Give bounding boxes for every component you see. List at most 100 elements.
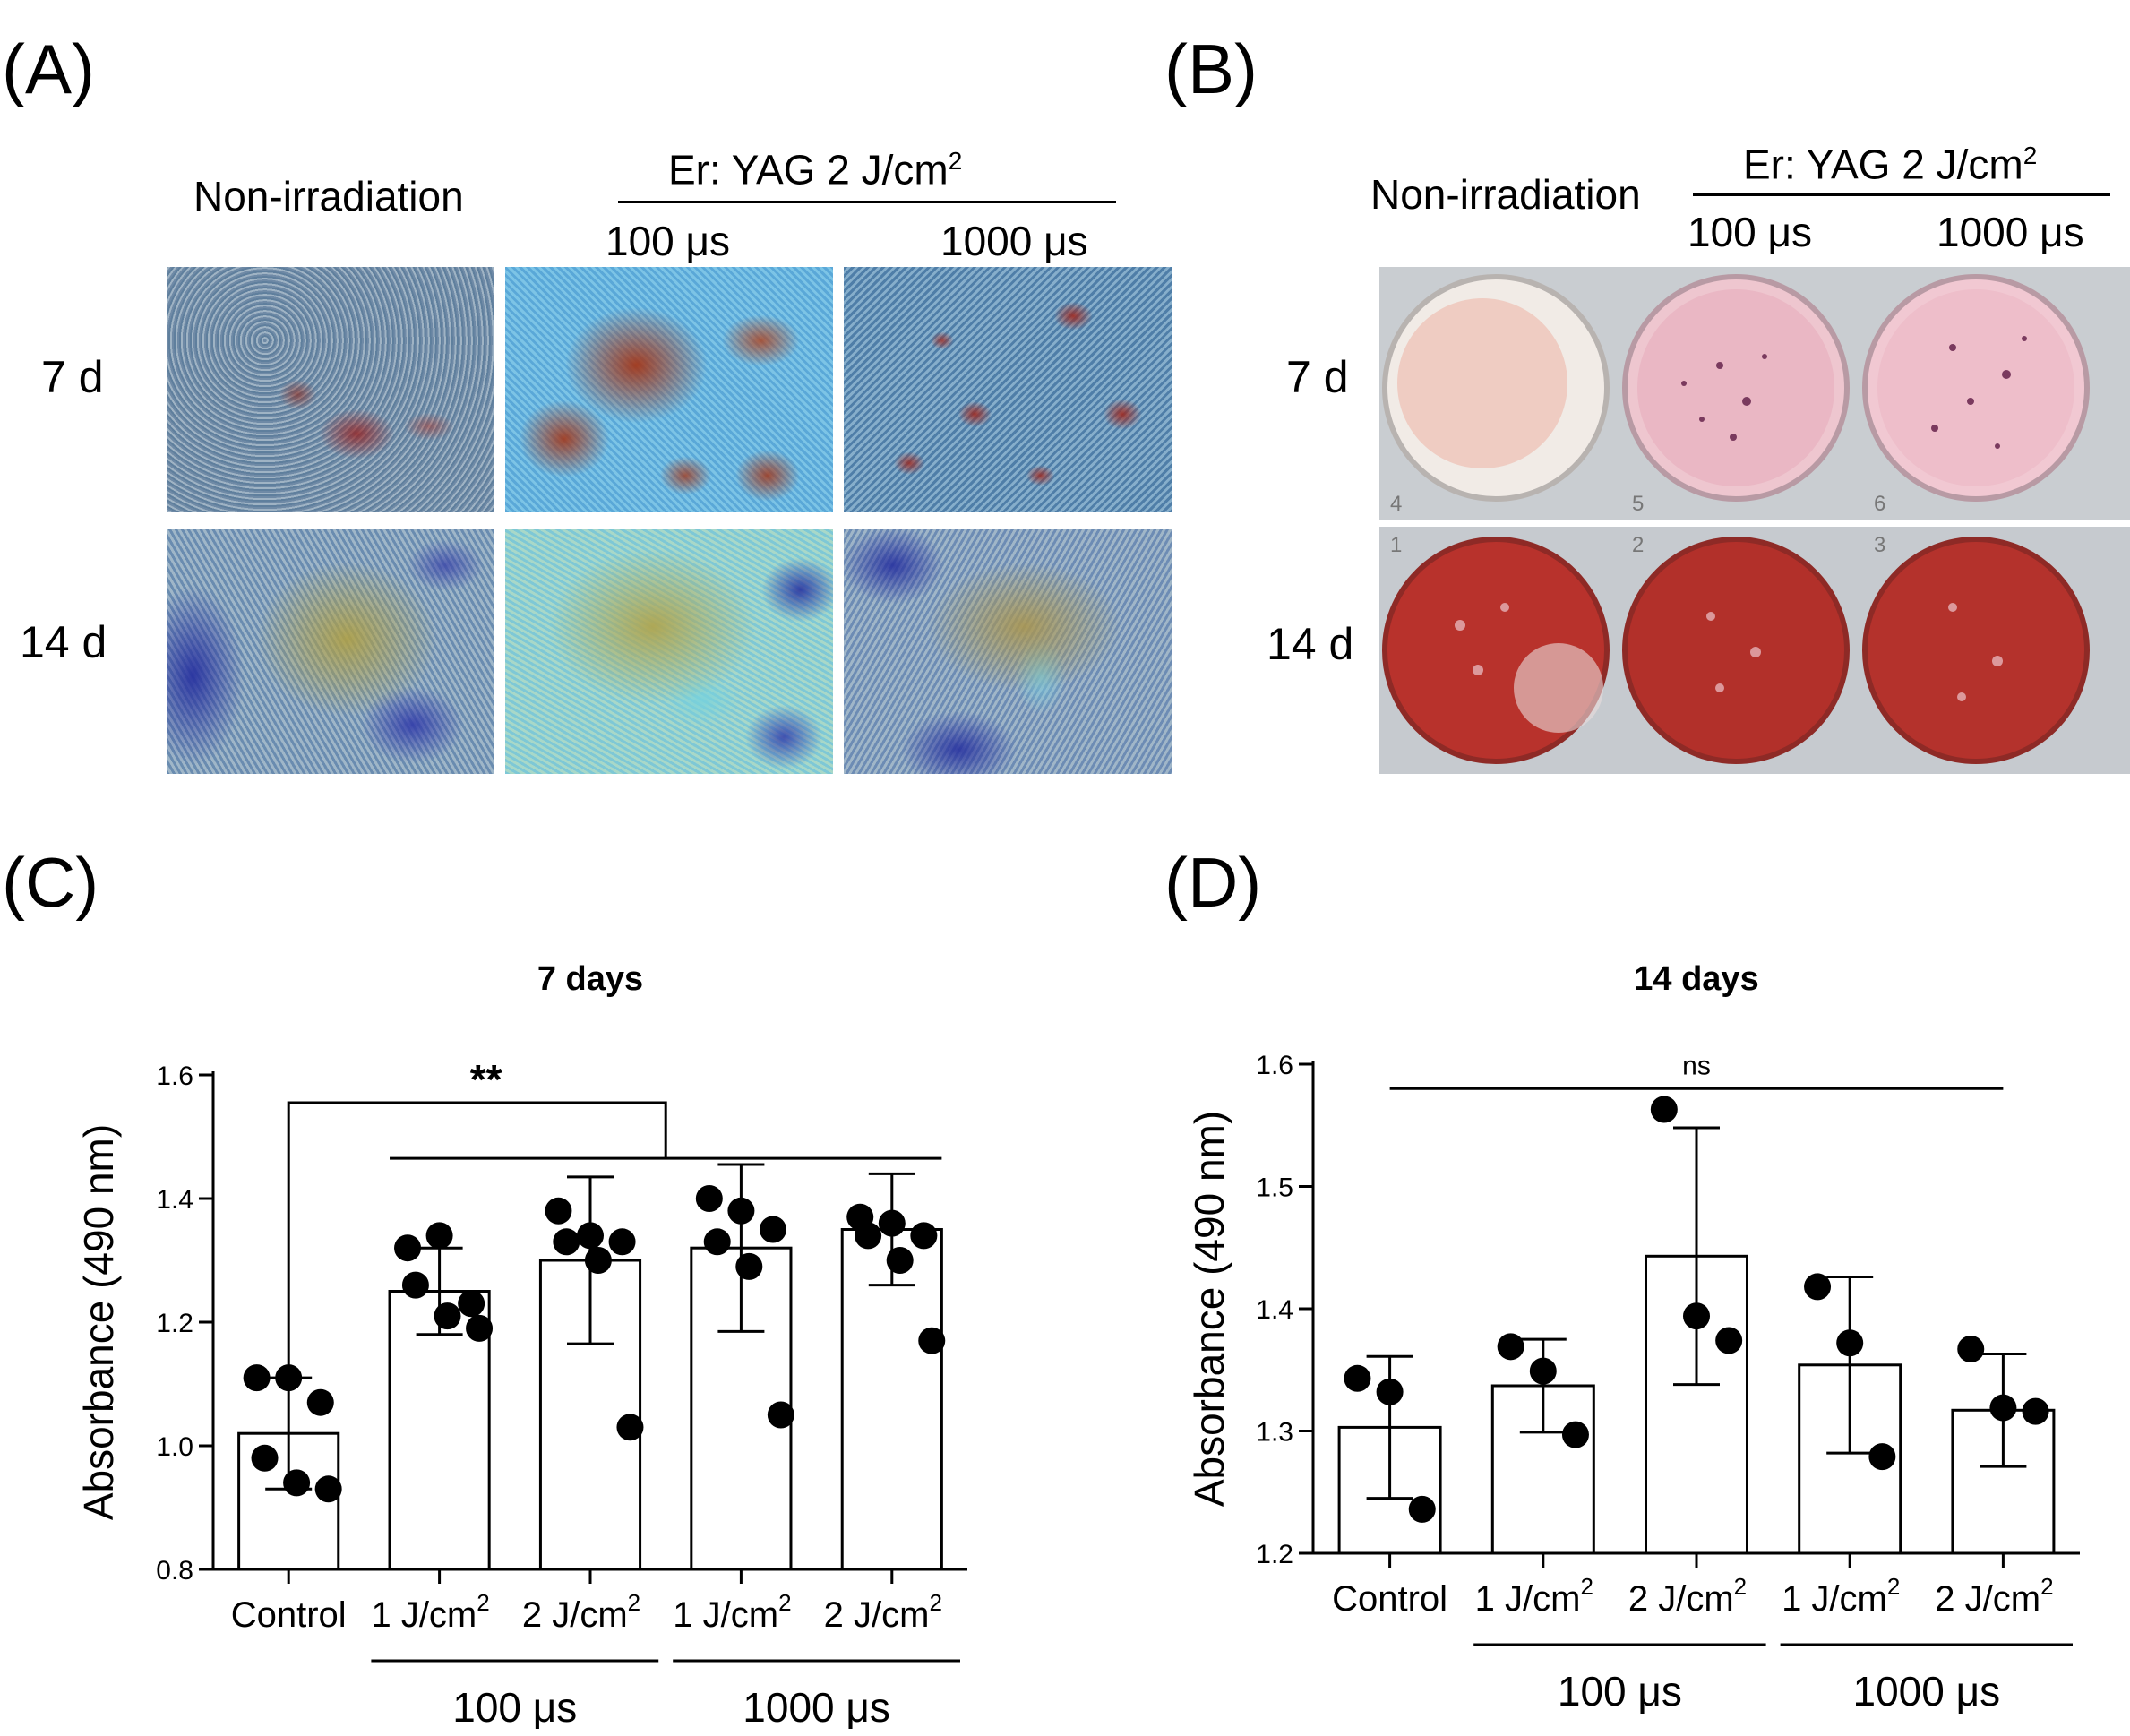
x-tick-label-text: 1 J/cm [371, 1595, 477, 1635]
panel-c-label: (C) [2, 843, 99, 922]
data-point [767, 1401, 794, 1429]
x-tick-label-sup: 2 [1580, 1573, 1593, 1600]
well-number: 2 [1632, 533, 1644, 557]
data-point [1868, 1443, 1896, 1471]
well-number: 3 [1874, 533, 1885, 557]
data-point [1376, 1378, 1404, 1405]
well-number: 5 [1632, 492, 1644, 516]
data-point [616, 1414, 644, 1441]
chart-title: 14 days [1634, 960, 1758, 998]
data-point [1989, 1394, 2017, 1422]
panel-b-col-header-non-irradiation: Non-irradiation [1370, 171, 1641, 218]
data-point [243, 1364, 271, 1392]
data-point [855, 1222, 882, 1250]
x-tick-label-sup: 2 [2040, 1573, 2053, 1600]
data-point [878, 1209, 906, 1237]
chart-14-days: 14 days Absorbance (490 nm) 1.2 1.3 1.4 1.5 1.… [1186, 960, 2080, 1715]
y-tick-label: 1.2 [1256, 1540, 1293, 1569]
data-point [1957, 1336, 1985, 1363]
well-number: 1 [1390, 533, 1402, 557]
group-label: 1000 μs [743, 1684, 890, 1729]
data-point [1408, 1495, 1436, 1523]
y-tick-label: 0.8 [156, 1556, 193, 1586]
x-tick-label-sup: 2 [929, 1589, 941, 1616]
panel-d-label: (D) [1164, 843, 1262, 922]
y-tick-label: 1.6 [156, 1061, 193, 1091]
x-tick-label-sup: 2 [1887, 1573, 1900, 1600]
x-tick-label-text: 1 J/cm [1475, 1579, 1581, 1619]
x-tick-label: 2 J/cm2 [1935, 1573, 2053, 1619]
group-label: 1000 μs [1852, 1668, 2000, 1715]
x-tick-label-text: 2 J/cm [1935, 1579, 2040, 1619]
data-point [251, 1444, 279, 1472]
x-tick-label: 1 J/cm2 [1782, 1573, 1900, 1619]
data-point [727, 1197, 755, 1225]
x-tick-label-sup: 2 [1734, 1573, 1747, 1600]
y-tick-label: 1.6 [1256, 1051, 1293, 1080]
data-point [545, 1197, 572, 1225]
data-point [1804, 1273, 1832, 1301]
panel-b-row-7d: 7 d [1286, 352, 1349, 402]
panel-b-subcol-1000us: 1000 μs [1937, 209, 2084, 255]
x-tick-label: 1 J/cm2 [673, 1589, 791, 1635]
x-tick-label: 1 J/cm2 [1475, 1573, 1593, 1619]
micrograph-14d-100us [505, 529, 833, 774]
micrograph-7d-100us [505, 267, 833, 512]
data-point [695, 1185, 723, 1212]
well-14d-1000us [1862, 537, 2090, 764]
data-point [425, 1222, 453, 1250]
data-point [1561, 1421, 1589, 1448]
data-point [1683, 1302, 1710, 1330]
significance-marker: ** [470, 1056, 502, 1103]
significance-marker: ns [1682, 1051, 1711, 1080]
data-point [306, 1388, 334, 1416]
data-point [608, 1228, 636, 1256]
y-tick-label: 1.4 [156, 1185, 193, 1215]
x-tick-label: 2 J/cm2 [522, 1589, 640, 1635]
significance-bracket [287, 1101, 667, 1379]
x-tick-label-text: 2 J/cm [522, 1595, 628, 1635]
y-tick-label: 1.4 [1256, 1295, 1293, 1325]
data-point [584, 1247, 612, 1274]
data-point [886, 1247, 914, 1274]
data-point [1529, 1357, 1557, 1385]
panel-b-group-header: Er: YAG 2 J/cm2 [1743, 141, 2038, 188]
data-point [394, 1234, 422, 1262]
x-tick-label: Control [231, 1595, 347, 1635]
x-tick-label: Control [1332, 1579, 1447, 1619]
panel-a-col-header-non-irradiation: Non-irradiation [193, 173, 464, 219]
chart-7-days: 7 days Absorbance (490 nm) 0.8 1.0 1.2 1.4 1.6… [75, 960, 967, 1729]
y-tick-label: 1.0 [156, 1432, 193, 1462]
y-tick-label: 1.5 [1256, 1173, 1293, 1203]
data-point [283, 1469, 311, 1497]
chart-title: 7 days [537, 960, 643, 998]
well-number: 6 [1874, 492, 1885, 516]
data-point [1650, 1096, 1678, 1123]
x-tick-label-sup: 2 [778, 1589, 791, 1616]
data-point [759, 1216, 786, 1243]
x-tick-label-text: 1 J/cm [673, 1595, 778, 1635]
micrograph-14d-non-irradiation [167, 529, 494, 774]
panel-a-group-line [618, 201, 1116, 203]
panel-a-group-header: Er: YAG 2 J/cm2 [668, 146, 963, 193]
panel-b-label: (B) [1164, 30, 1258, 108]
x-tick-label-text: 2 J/cm [824, 1595, 930, 1635]
panel-b-row-14d: 14 d [1267, 619, 1354, 669]
data-point [1344, 1364, 1371, 1392]
x-tick-label: 2 J/cm2 [1628, 1573, 1747, 1619]
panel-a-subcol-1000us: 1000 μs [940, 218, 1088, 264]
well-14d-100us [1622, 537, 1850, 764]
data-point [918, 1327, 946, 1354]
panel-a-label: (A) [2, 30, 95, 108]
x-tick-label-sup: 2 [628, 1589, 640, 1616]
data-point [1497, 1333, 1524, 1361]
micrograph-7d-1000us [844, 267, 1172, 512]
data-point [458, 1290, 485, 1318]
group-label: 100 μs [1558, 1668, 1682, 1715]
well-number: 4 [1390, 492, 1402, 516]
data-point [2022, 1397, 2049, 1425]
data-point [577, 1222, 604, 1250]
panel-b-subcol-100us: 100 μs [1688, 209, 1813, 255]
panel-a-row-7d: 7 d [41, 352, 104, 402]
data-point [434, 1302, 461, 1330]
